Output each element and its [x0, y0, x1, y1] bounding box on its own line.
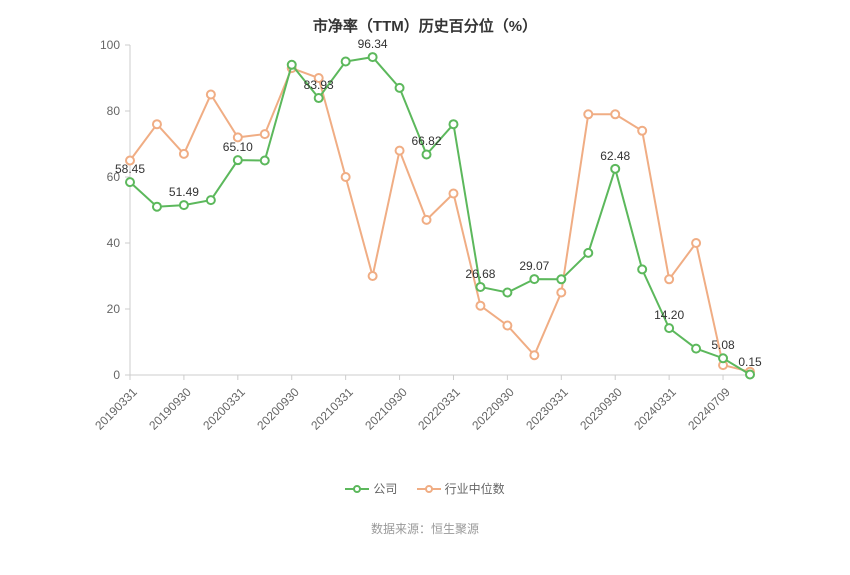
x-tick-label: 20190930 [146, 385, 194, 433]
legend-dot-company [353, 485, 361, 493]
legend: 公司 行业中位数 [0, 480, 850, 498]
x-tick-label: 20210331 [308, 385, 356, 433]
legend-item-company[interactable]: 公司 [345, 480, 397, 497]
y-tick-label: 0 [80, 368, 120, 382]
x-tick-label: 20240709 [685, 385, 733, 433]
data-point-label: 83.93 [304, 78, 334, 92]
data-point-label: 65.10 [223, 140, 253, 154]
data-point-label: 29.07 [519, 259, 549, 273]
data-point-label: 14.20 [654, 308, 684, 322]
y-tick-label: 100 [80, 38, 120, 52]
legend-dot-industry [425, 485, 433, 493]
x-tick-label: 20190331 [92, 385, 140, 433]
legend-marker-company [345, 483, 369, 495]
x-tick-label: 20240331 [631, 385, 679, 433]
data-point-label: 96.34 [358, 37, 388, 51]
x-tick-label: 20220930 [470, 385, 518, 433]
x-tick-label: 20230930 [577, 385, 625, 433]
x-tick-label: 20200930 [254, 385, 302, 433]
data-point-label: 5.08 [711, 338, 734, 352]
chart-title: 市净率（TTM）历史百分位（%） [0, 15, 850, 36]
legend-item-industry[interactable]: 行业中位数 [417, 480, 505, 497]
y-tick-label: 80 [80, 104, 120, 118]
y-tick-label: 20 [80, 302, 120, 316]
data-point-label: 26.68 [465, 267, 495, 281]
data-point-label: 0.15 [738, 355, 761, 369]
data-source: 数据来源：恒生聚源 [0, 520, 850, 537]
x-tick-label: 20220331 [416, 385, 464, 433]
chart-plot-area: 020406080100 201903312019093020200331202… [130, 45, 750, 375]
x-tick-label: 20200331 [200, 385, 248, 433]
legend-label-company: 公司 [373, 480, 397, 497]
data-point-label: 62.48 [600, 149, 630, 163]
legend-marker-industry [417, 483, 441, 495]
data-point-label: 66.82 [412, 134, 442, 148]
legend-label-industry: 行业中位数 [445, 480, 505, 497]
x-tick-label: 20230331 [524, 385, 572, 433]
x-tick-label: 20210930 [362, 385, 410, 433]
y-tick-label: 40 [80, 236, 120, 250]
data-point-label: 58.45 [115, 162, 145, 176]
chart-svg [130, 45, 750, 375]
data-point-label: 51.49 [169, 185, 199, 199]
